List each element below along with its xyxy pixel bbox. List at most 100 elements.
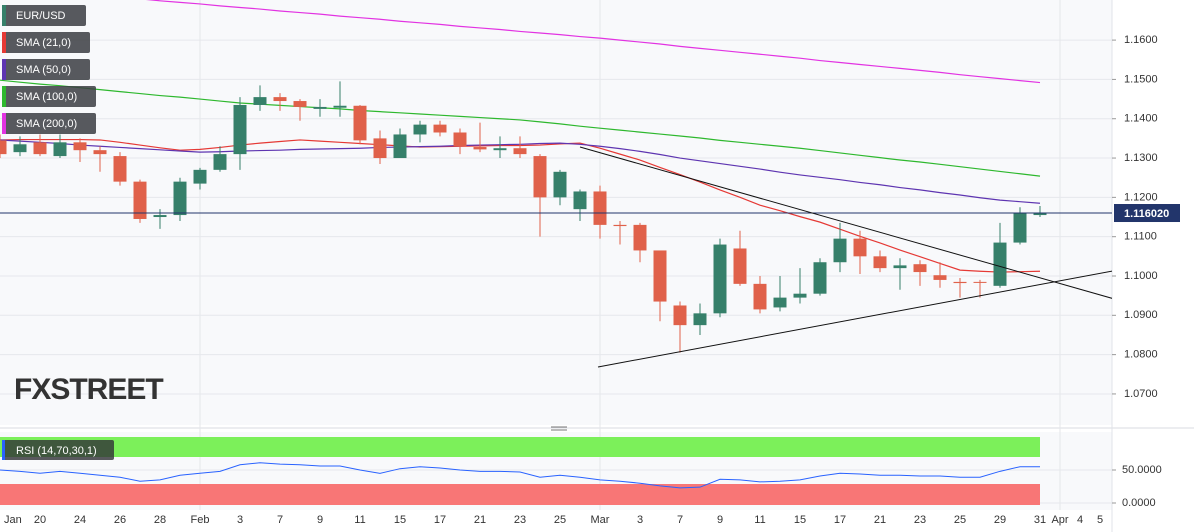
x-tick-label: 20 bbox=[34, 514, 46, 526]
candle-body bbox=[13, 144, 27, 153]
x-tick-label: 25 bbox=[554, 514, 566, 526]
candle-body bbox=[0, 140, 7, 155]
candle-body bbox=[793, 293, 807, 298]
watermark: FXSTREET bbox=[14, 373, 163, 406]
candle-body bbox=[553, 171, 567, 198]
y-tick-label: 1.0800 bbox=[1124, 349, 1158, 361]
x-tick-label: 23 bbox=[514, 514, 526, 526]
x-tick-label: Jan bbox=[4, 514, 22, 526]
last-price-box bbox=[1114, 204, 1180, 223]
candle-body bbox=[513, 148, 527, 155]
candle-body bbox=[33, 142, 47, 155]
candle-body bbox=[53, 142, 67, 157]
x-tick-label: 5 bbox=[1097, 514, 1103, 526]
candle-body bbox=[753, 283, 767, 310]
candle-body bbox=[933, 275, 947, 280]
legend-label: SMA (200,0) bbox=[16, 118, 77, 130]
trendline bbox=[579, 146, 1112, 299]
candle-body bbox=[293, 101, 307, 107]
x-tick-label: 29 bbox=[994, 514, 1006, 526]
y-tick-label: 1.1600 bbox=[1124, 34, 1158, 46]
x-tick-label: 24 bbox=[74, 514, 86, 526]
candle-body bbox=[153, 215, 167, 218]
x-tick-label: 26 bbox=[114, 514, 126, 526]
x-tick-label: 17 bbox=[834, 514, 846, 526]
legend-label: SMA (50,0) bbox=[16, 64, 71, 76]
x-tick-label: 21 bbox=[474, 514, 486, 526]
candle-body bbox=[613, 224, 627, 227]
candle-body bbox=[233, 104, 247, 155]
x-tick-label: 28 bbox=[154, 514, 166, 526]
candle-body bbox=[213, 154, 227, 170]
x-tick-label: 21 bbox=[874, 514, 886, 526]
legend-swatch bbox=[2, 5, 6, 26]
candle-body bbox=[273, 97, 287, 102]
y-tick-label: 1.1400 bbox=[1124, 113, 1158, 125]
candle-body bbox=[1013, 213, 1027, 243]
rsi-line bbox=[0, 462, 1040, 489]
last-price-label: 1.116020 bbox=[1124, 208, 1169, 220]
candle-body bbox=[93, 150, 107, 155]
candle-body bbox=[653, 250, 667, 302]
candle-body bbox=[533, 156, 547, 198]
x-tick-label: 25 bbox=[954, 514, 966, 526]
candle-body bbox=[413, 124, 427, 135]
x-tick-label: 4 bbox=[1077, 514, 1083, 526]
candle-body bbox=[893, 265, 907, 269]
candle-body bbox=[393, 134, 407, 159]
candle-body bbox=[1033, 213, 1047, 216]
y-tick-label: 1.0700 bbox=[1124, 388, 1158, 400]
y-tick-label: 0.0000 bbox=[1122, 497, 1156, 509]
legend-box bbox=[2, 32, 90, 53]
sma-line bbox=[145, 0, 1041, 84]
trendline bbox=[597, 270, 1112, 368]
legend-label: SMA (100,0) bbox=[16, 91, 77, 103]
x-tick-label: 15 bbox=[794, 514, 806, 526]
candle-body bbox=[253, 97, 267, 105]
candle-body bbox=[733, 248, 747, 284]
legend-swatch bbox=[2, 113, 6, 134]
candle-body bbox=[813, 262, 827, 294]
candle-body bbox=[673, 305, 687, 326]
candle-body bbox=[833, 238, 847, 263]
candle-body bbox=[313, 106, 327, 109]
candle-body bbox=[693, 313, 707, 326]
x-tick-label: 11 bbox=[754, 514, 765, 526]
legend-box bbox=[2, 59, 90, 80]
y-tick-label: 1.1300 bbox=[1124, 152, 1158, 164]
candle-body bbox=[173, 181, 187, 216]
x-tick-label: Apr bbox=[1051, 514, 1068, 526]
candle-body bbox=[113, 156, 127, 182]
candle-body bbox=[953, 281, 967, 284]
x-tick-label: 7 bbox=[277, 514, 283, 526]
candle-body bbox=[193, 169, 207, 184]
y-tick-label: 1.1100 bbox=[1124, 231, 1157, 243]
sma-line bbox=[0, 79, 1041, 177]
x-tick-label: 3 bbox=[637, 514, 643, 526]
candle-body bbox=[973, 281, 987, 283]
x-tick-label: 9 bbox=[317, 514, 323, 526]
rsi-label-swatch bbox=[2, 440, 5, 460]
candle-body bbox=[593, 191, 607, 225]
candle-body bbox=[353, 105, 367, 141]
candle-body bbox=[873, 256, 887, 269]
candle-body bbox=[913, 264, 927, 273]
rsi-label: RSI (14,70,30,1) bbox=[16, 445, 97, 457]
candle-body bbox=[853, 238, 867, 257]
candle-body bbox=[73, 142, 87, 151]
x-tick-label: Feb bbox=[191, 514, 210, 526]
candle-body bbox=[333, 105, 347, 108]
main-pane bbox=[0, 0, 1112, 425]
candle-body bbox=[453, 132, 467, 147]
candle-body bbox=[713, 244, 727, 314]
x-tick-label: 31 bbox=[1034, 514, 1046, 526]
candle-body bbox=[373, 138, 387, 159]
x-tick-label: 23 bbox=[914, 514, 926, 526]
candle-body bbox=[493, 148, 507, 151]
y-tick-label: 1.0900 bbox=[1124, 309, 1158, 321]
x-tick-label: 11 bbox=[354, 514, 365, 526]
y-tick-label: 1.1200 bbox=[1124, 191, 1158, 203]
candle-body bbox=[133, 181, 147, 219]
candle-body bbox=[993, 242, 1007, 286]
